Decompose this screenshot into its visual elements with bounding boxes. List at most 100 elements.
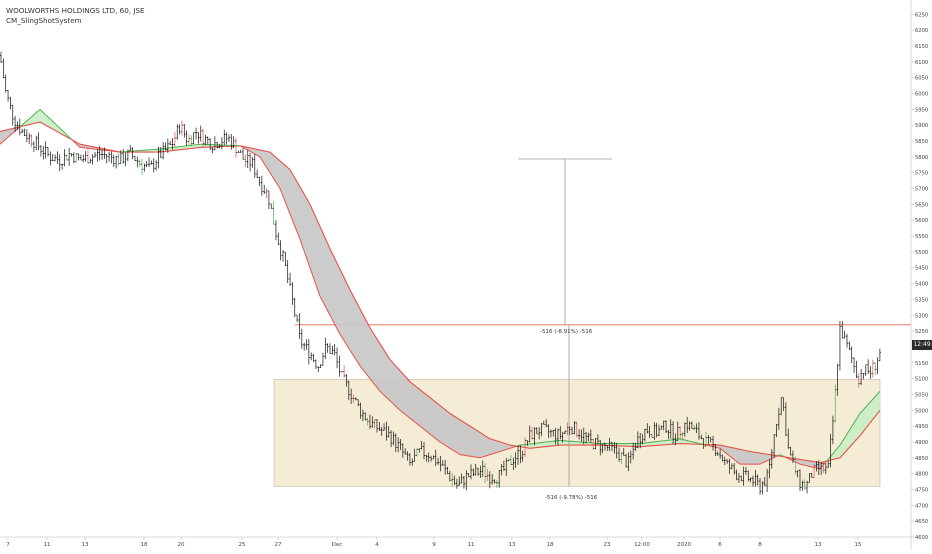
- price-tick-label: 5400: [915, 282, 928, 288]
- time-tick-label: 18: [547, 542, 554, 548]
- price-tick-label: 5300: [915, 313, 928, 319]
- ema-band-segment: [312, 209, 314, 279]
- ema-band-segment: [386, 353, 388, 399]
- ema-band-segment: [456, 417, 458, 453]
- ema-band-segment: [346, 282, 348, 347]
- ema-band-segment: [426, 394, 428, 432]
- ema-band-segment: [472, 427, 474, 456]
- fast-ema-segment: [506, 449, 508, 450]
- ema-band-segment: [276, 157, 278, 185]
- ema-band-segment: [314, 213, 316, 285]
- ema-band-segment: [350, 290, 352, 353]
- price-tick-label: 4850: [915, 456, 928, 462]
- ema-band-segment: [278, 159, 280, 188]
- fast-ema-segment: [492, 453, 494, 454]
- price-tick-label: 5600: [915, 218, 928, 224]
- ema-band-segment: [274, 156, 276, 183]
- fast-ema-segment: [490, 454, 492, 455]
- ema-band-segment: [406, 377, 408, 416]
- price-tick-label: 5550: [915, 234, 928, 240]
- ema-band-segment: [420, 390, 422, 428]
- ema-band-segment: [442, 407, 444, 444]
- ema-band-segment: [488, 438, 490, 456]
- time-tick-label: 18: [141, 542, 148, 548]
- ema-band-segment: [322, 231, 324, 304]
- time-tick-label: 9: [432, 542, 436, 548]
- ema-band-segment: [440, 406, 442, 444]
- price-tick-label: 5750: [915, 171, 928, 177]
- fast-ema-segment: [484, 456, 486, 457]
- ema-band-segment: [474, 429, 476, 458]
- ema-band-segment: [450, 413, 452, 449]
- price-tick-label: 4900: [915, 440, 928, 446]
- price-tick-label: 6000: [915, 92, 928, 98]
- ema-band-segment: [470, 426, 472, 456]
- ema-band-segment: [298, 183, 300, 239]
- fast-ema-segment: [70, 138, 72, 140]
- ema-band-segment: [362, 313, 364, 371]
- ema-band-segment: [480, 432, 482, 457]
- ema-band-segment: [870, 400, 872, 423]
- ema-band-segment: [566, 441, 568, 445]
- price-tick-label: 4950: [915, 424, 928, 430]
- ema-band-segment: [376, 337, 378, 388]
- ema-band-segment: [356, 301, 358, 362]
- ema-band-segment: [492, 439, 494, 454]
- price-tick-label: 5500: [915, 250, 928, 256]
- ema-band-segment: [300, 187, 302, 245]
- ema-band-segment: [404, 375, 406, 415]
- time-tick-label: 2020: [677, 542, 691, 548]
- ema-band-segment: [394, 364, 396, 406]
- ema-band-segment: [444, 409, 446, 446]
- ema-band-segment: [878, 391, 880, 413]
- fast-ema-segment: [494, 453, 496, 454]
- fast-ema-segment: [480, 457, 482, 458]
- ema-band-segment: [364, 317, 366, 374]
- ema-band-segment: [392, 362, 394, 405]
- fast-ema-segment: [488, 455, 490, 456]
- price-tick-label: 4750: [915, 487, 928, 493]
- ema-band-segment: [416, 387, 418, 425]
- fast-ema-segment: [504, 450, 506, 451]
- ema-band-segment: [486, 436, 488, 456]
- ema-band-segment: [476, 430, 478, 458]
- chart-legend: WOOLWORTHS HOLDINGS LTD, 60, JSE CM_Slin…: [6, 6, 145, 26]
- ema-band-segment: [746, 451, 748, 465]
- price-tick-label: 5700: [915, 187, 928, 193]
- price-tick-label: 5950: [915, 107, 928, 113]
- ema-band-segment: [304, 194, 306, 256]
- ema-band-segment: [380, 344, 382, 393]
- ema-band-segment: [328, 244, 330, 315]
- ema-band-segment: [292, 173, 294, 224]
- ema-band-segment: [418, 388, 420, 426]
- ema-band-segment: [464, 422, 466, 455]
- ema-band-segment: [372, 331, 374, 384]
- ema-band-segment: [390, 360, 392, 403]
- ema-band-segment: [434, 401, 436, 439]
- ema-band-segment: [340, 269, 342, 337]
- ema-band-segment: [738, 449, 740, 464]
- ema-band-segment: [866, 405, 868, 428]
- ema-band-segment: [334, 257, 336, 327]
- ema-band-segment: [862, 409, 864, 433]
- ema-band-segment: [374, 334, 376, 386]
- ema-band-segment: [432, 399, 434, 437]
- time-tick-label: 13: [815, 542, 822, 548]
- time-tick-label: Dec: [332, 542, 343, 548]
- price-tick-label: 4700: [915, 503, 928, 509]
- ema-band-segment: [400, 371, 402, 412]
- ema-band-segment: [336, 261, 338, 330]
- ema-band-segment: [468, 425, 470, 456]
- price-tick-label: 6200: [915, 28, 928, 34]
- ema-band-segment: [308, 201, 310, 268]
- price-tick-label: 5650: [915, 202, 928, 208]
- ema-band-segment: [438, 404, 440, 442]
- ema-band-segment: [358, 305, 360, 366]
- ema-band-segment: [436, 402, 438, 440]
- ema-band-segment: [370, 328, 372, 381]
- ema-band-segment: [338, 265, 340, 334]
- fast-ema-segment: [72, 140, 74, 142]
- fast-ema-segment: [482, 457, 484, 458]
